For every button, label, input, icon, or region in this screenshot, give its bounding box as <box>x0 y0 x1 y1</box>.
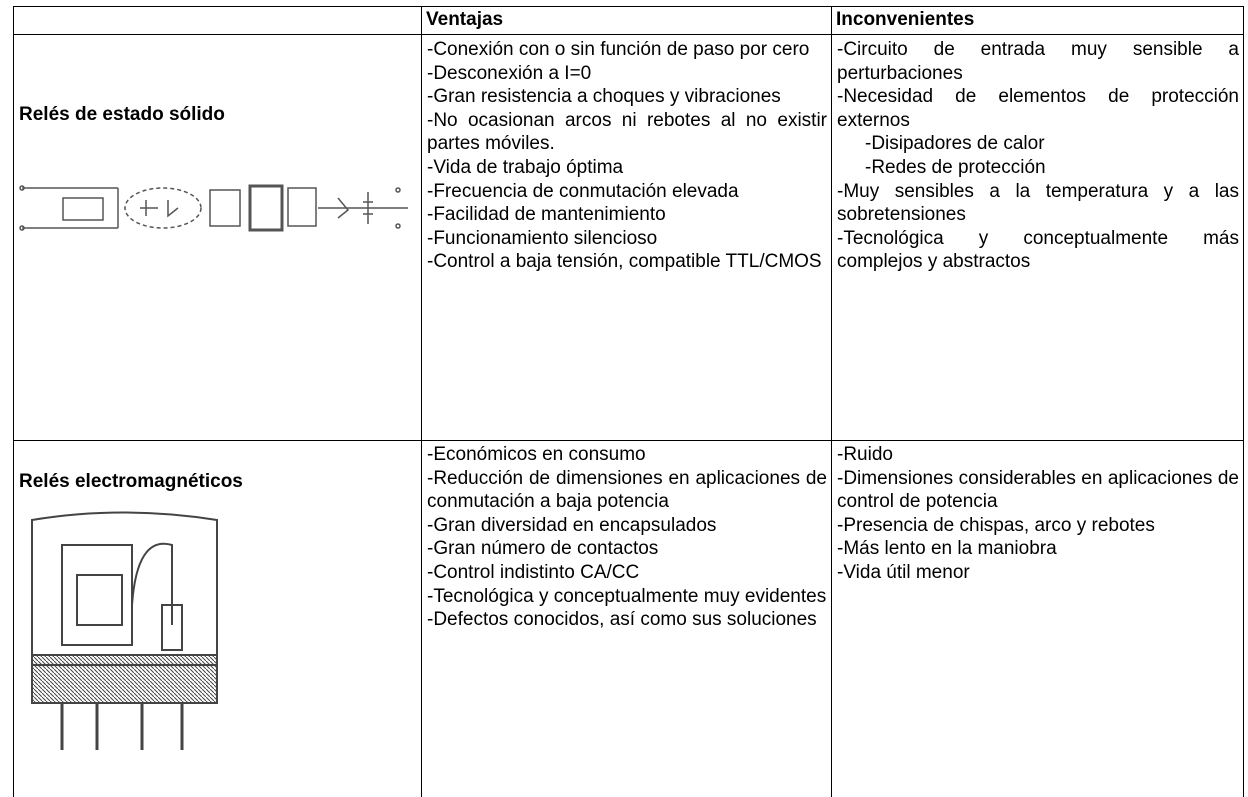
cell: -Económicos en consumo -Reducción de dime… <box>422 443 831 632</box>
list-item: -Control indistinto CA/CC <box>427 561 640 583</box>
row-label: Relés de estado sólido <box>19 104 225 125</box>
list-item: -Vida útil menor <box>837 561 970 583</box>
list-item: -Presencia de chispas, arco y rebotes <box>837 514 1155 536</box>
list-item: -Disipadores de calor <box>865 133 1045 155</box>
list-item: -Dimensiones considerables en aplicacion… <box>837 467 1239 513</box>
list-item: -No ocasionan arcos ni rebotes al no exi… <box>427 109 827 155</box>
border <box>1243 6 1244 797</box>
list-item: -Económicos en consumo <box>427 444 646 465</box>
border <box>13 6 14 797</box>
border <box>421 6 422 797</box>
list-item: -Control a baja tensión, compatible TTL/… <box>427 251 822 273</box>
header-cell: Ventajas <box>426 9 504 30</box>
list-item: -Conexión con o sin función de paso por … <box>427 39 810 60</box>
list-item: -Redes de protección <box>865 156 1046 178</box>
list-item: -Funcionamiento silencioso <box>427 227 658 249</box>
list-item: -Tecnológica y conceptualmente más compl… <box>837 227 1239 273</box>
list-item: -Gran resistencia a choques y vibracione… <box>427 86 781 108</box>
list-item: -Ruido <box>837 444 893 465</box>
border <box>13 6 1244 7</box>
border <box>13 440 1244 441</box>
list-item: -Más lento en la maniobra <box>837 538 1057 560</box>
relay-drawing <box>31 511 218 750</box>
list-item: -Vida de trabajo óptima <box>427 156 624 178</box>
list-item: -Circuito de entrada muy sensible a pert… <box>837 39 1239 84</box>
list-item: -Reducción de dimensiones en aplicacione… <box>427 467 827 513</box>
list-item: -Frecuencia de conmutación elevada <box>427 180 739 202</box>
border <box>13 34 1244 35</box>
list-item: -Facilidad de mantenimiento <box>427 204 666 226</box>
circuit-diagram <box>19 184 408 232</box>
cell: -Conexión con o sin función de paso por … <box>422 38 831 274</box>
border <box>831 6 832 797</box>
list-item: -Gran diversidad en encapsulados <box>427 514 717 536</box>
row-label: Relés electromagnéticos <box>19 471 243 492</box>
list-item: -Necesidad de elementos de protección ex… <box>837 86 1239 131</box>
list-item: -Gran número de contactos <box>427 538 659 560</box>
cell: -Circuito de entrada muy sensible a pert… <box>832 38 1243 274</box>
list-item: -Muy sensibles a la temperatura y a las … <box>837 180 1239 226</box>
cell: -Ruido -Dimensiones considerables en apli… <box>832 443 1243 585</box>
list-item: -Desconexión a I=0 <box>427 62 592 84</box>
header-cell: Inconvenientes <box>836 9 975 30</box>
list-item: -Defectos conocidos, así como sus soluci… <box>427 609 817 631</box>
list-item: -Tecnológica y conceptualmente muy evide… <box>427 585 827 607</box>
